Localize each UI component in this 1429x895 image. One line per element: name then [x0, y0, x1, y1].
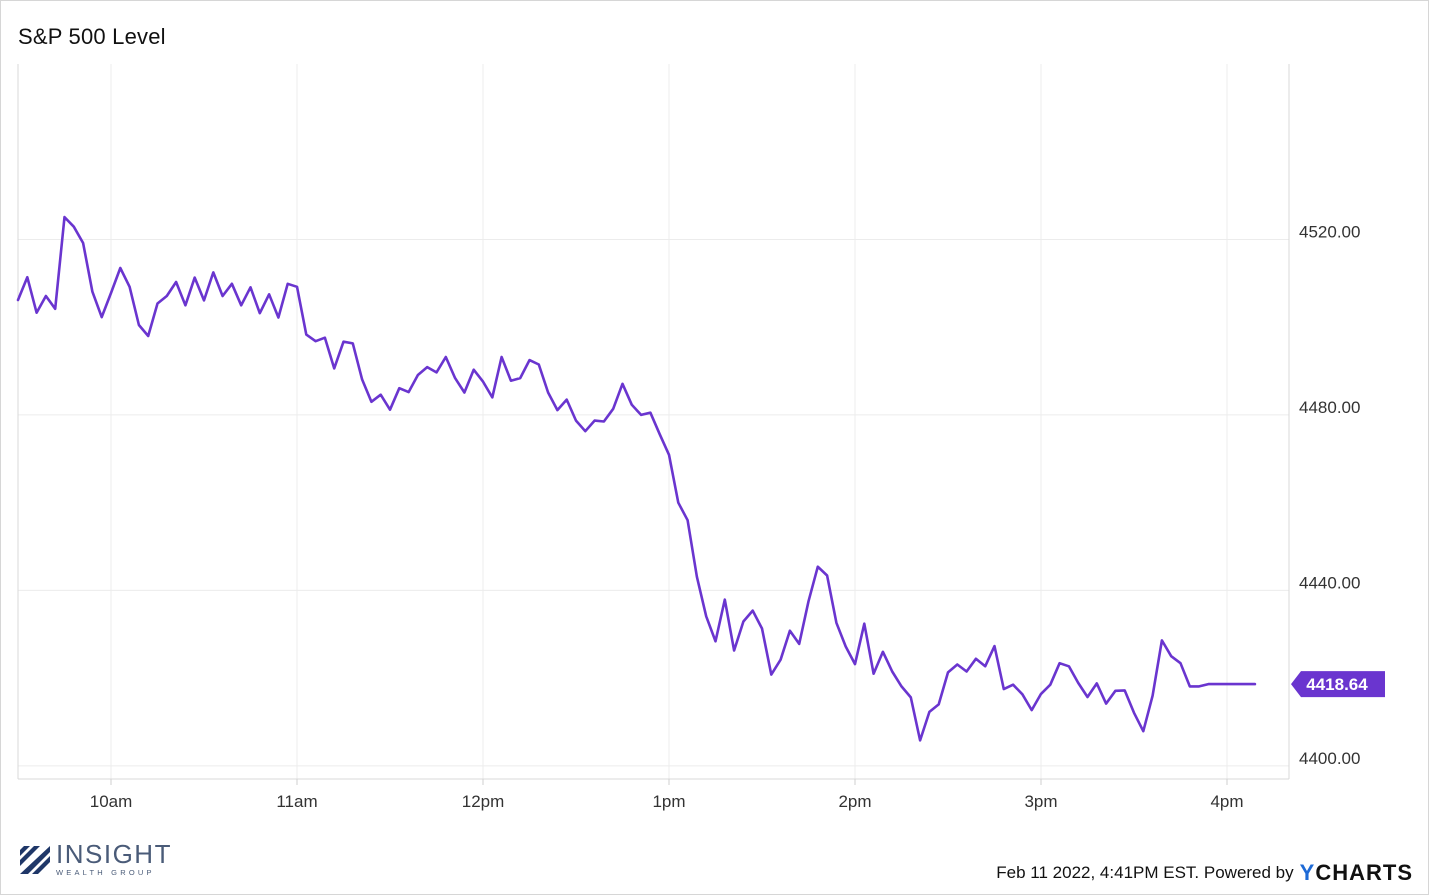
x-tick-label: 12pm: [462, 792, 505, 811]
x-tick-label: 1pm: [652, 792, 685, 811]
x-tick-label: 2pm: [838, 792, 871, 811]
series-line: [16, 215, 1257, 742]
footer-attribution: Feb 11 2022, 4:41PM EST. Powered by YCHA…: [996, 860, 1413, 886]
x-tick-label: 3pm: [1024, 792, 1057, 811]
insight-logo: INSIGHT WEALTH GROUP: [20, 839, 172, 877]
x-axis: 10am 11am 12pm 1pm 2pm 3pm 4pm: [90, 779, 1244, 811]
last-value-badge: [1291, 671, 1385, 698]
timestamp-text: Feb 11 2022, 4:41PM EST. Powered by: [996, 863, 1294, 882]
last-value-text: 4418.64: [1306, 675, 1368, 694]
x-tick-label: 10am: [90, 792, 133, 811]
plot-border: [17, 64, 1290, 780]
grid: [18, 64, 1289, 779]
last-value-label: 4418.64: [1291, 671, 1385, 698]
x-tick-label: 11am: [276, 792, 317, 811]
y-axis: 4520.00 4480.00 4440.00 4400.00: [1299, 222, 1360, 767]
insight-stripes-icon: [20, 845, 50, 874]
series-layer: [16, 215, 1257, 742]
brand-name: INSIGHT: [56, 839, 172, 869]
ycharts-rest-letters: CHARTS: [1315, 860, 1413, 885]
y-tick-label: 4480.00: [1299, 398, 1360, 417]
y-tick-label: 4400.00: [1299, 749, 1360, 768]
y-tick-label: 4520.00: [1299, 222, 1360, 241]
ycharts-logo[interactable]: YCHARTS: [1300, 860, 1413, 886]
brand-subtitle: WEALTH GROUP: [56, 868, 155, 877]
x-tick-label: 4pm: [1210, 792, 1243, 811]
ycharts-y-letter: Y: [1299, 860, 1316, 885]
chart-title: S&P 500 Level: [18, 24, 166, 49]
y-tick-label: 4440.00: [1299, 573, 1360, 592]
